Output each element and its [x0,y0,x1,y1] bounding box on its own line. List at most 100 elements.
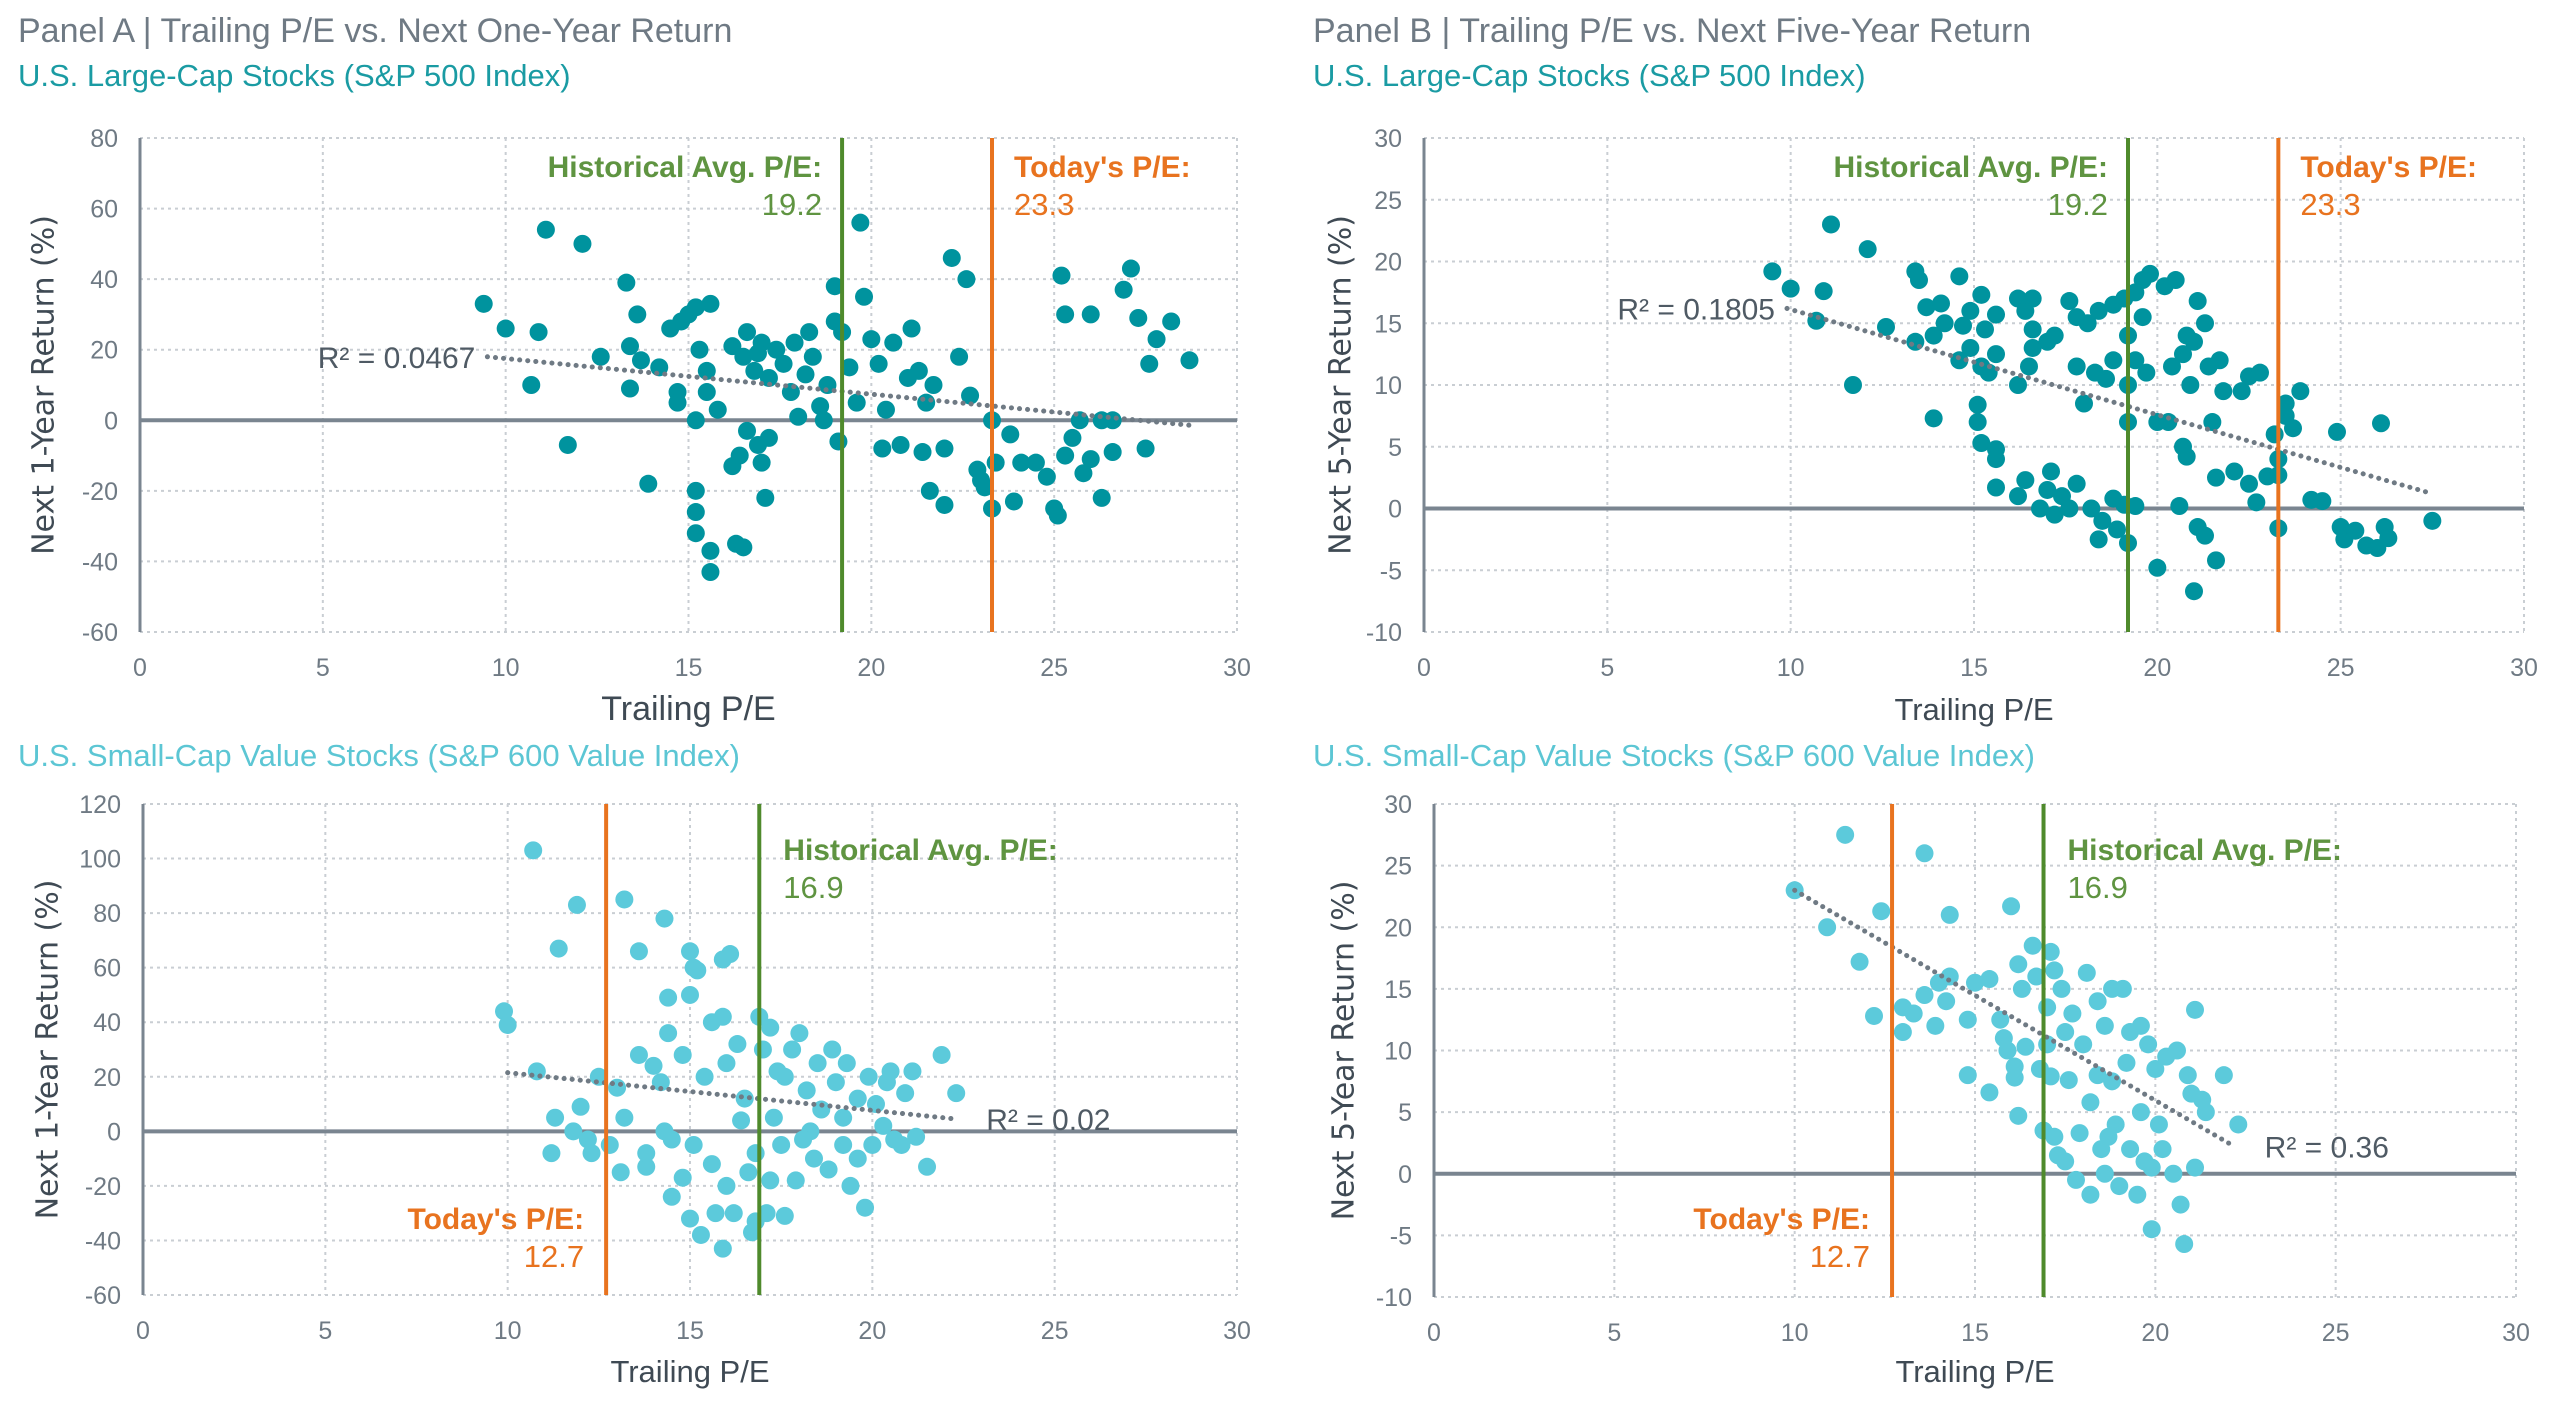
data-point [2185,582,2203,601]
data-point [1844,376,1862,394]
data-point [721,945,740,964]
data-point [695,1067,714,1086]
data-point [2163,357,2181,376]
data-point [874,1116,893,1135]
data-point [2059,1071,2078,1090]
data-point [1904,1004,1923,1023]
data-point [662,1187,681,1206]
data-point [2225,462,2244,481]
x-axis-title: Trailing P/E [1894,692,2053,727]
data-point [753,1040,772,1059]
data-point [935,439,954,458]
data-point [2379,529,2398,548]
data-point [789,407,808,426]
data-point [909,361,928,380]
data-point [701,541,720,560]
panel-subtitle: U.S. Small-Cap Value Stocks (S&P 600 Val… [18,738,740,773]
data-point [918,1157,937,1176]
y-tick-label: -20 [85,1173,121,1201]
y-tick-label: 20 [1374,249,1402,277]
y-tick-label: -10 [1366,619,1402,647]
y-tick-label: -40 [82,548,118,576]
data-point [825,277,844,296]
data-point [1180,351,1199,370]
data-point [863,1135,882,1154]
data-point [1980,1083,1999,1102]
data-point [869,354,888,373]
data-point [1940,967,1959,986]
data-point [567,895,586,914]
data-point [2185,332,2203,351]
points [1785,825,2248,1254]
data-point [686,298,705,317]
data-point [1950,351,1969,370]
data-point [1976,320,1994,339]
data-point [2126,351,2145,370]
data-point [2056,1023,2075,1042]
data-point [2089,301,2108,320]
x-tick-label: 15 [1961,1319,1989,1347]
data-point [2016,1037,2035,1056]
data-point [1162,312,1181,331]
data-point [615,890,634,909]
data-point [739,1163,758,1182]
x-tick-label: 15 [676,1317,704,1345]
data-point [859,1067,878,1086]
historical-avg-value: 16.9 [2068,870,2128,905]
data-point [2097,369,2115,388]
y-tick-label: 80 [93,900,121,928]
points [1763,215,2442,601]
y-tick-label: -10 [1376,1284,1412,1312]
data-point [2175,1235,2194,1254]
data-point [1814,282,1833,301]
x-tick-label: 0 [133,654,147,682]
data-point [794,1130,813,1149]
data-point [2126,497,2145,516]
data-point [2052,979,2071,998]
trendline [505,1070,959,1122]
x-tick-label: 15 [1960,654,1988,682]
data-point [2104,351,2123,370]
data-point [591,347,610,366]
today-pe-label: Today's P/E: [2300,151,2477,184]
data-point [881,1062,900,1081]
data-point [814,411,833,430]
data-point [2009,487,2027,506]
x-tick-label: 25 [2322,1319,2350,1347]
data-point [2002,897,2021,916]
data-point [2328,422,2346,441]
data-point [578,1130,597,1149]
data-point [800,323,819,342]
data-point [1763,262,1782,281]
data-point [2117,1053,2136,1072]
y-tick-label: -60 [82,619,118,647]
data-point [2291,382,2310,401]
data-point [717,1176,736,1195]
data-point [2210,351,2229,370]
data-point [2186,1158,2205,1177]
data-point [1991,1010,2010,1029]
data-point [1940,905,1959,924]
data-point [2012,979,2031,998]
data-point [628,305,647,324]
data-point [1872,902,1891,921]
data-point [629,1045,648,1064]
data-point [2020,357,2038,376]
data-point [2188,292,2207,311]
data-point [1063,428,1082,447]
data-point [2067,474,2086,493]
today-pe-label: Today's P/E: [408,1203,585,1236]
data-point [1114,280,1133,299]
data-point [686,503,705,522]
data-point [2009,1106,2028,1125]
data-point [608,1078,627,1097]
data-point [774,354,793,373]
y-tick-label: 0 [107,1118,121,1146]
y-tick-label: 30 [1374,125,1402,153]
data-point [1915,986,1934,1005]
data-point [1998,1041,2017,1060]
data-point [786,1171,805,1190]
y-tick-label: 0 [104,407,118,435]
y-tick-label: 100 [79,846,121,874]
data-point [917,393,936,412]
